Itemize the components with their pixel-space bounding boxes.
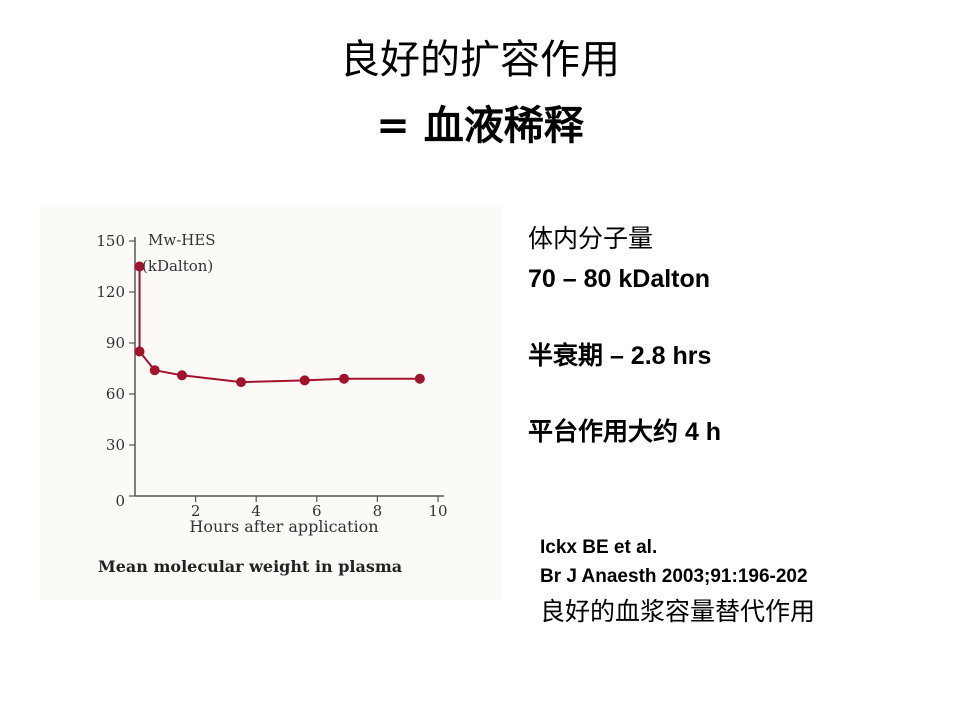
info-line-plateau: 平台作用大约 4 h (528, 418, 722, 446)
x-tick-label: 4 (251, 502, 261, 520)
reference-summary: 良好的血浆容量替代作用 (540, 597, 816, 626)
y-tick-label: 60 (106, 385, 125, 403)
series-line (138, 266, 420, 384)
chart-panel: 0 30 60 90 120 150 2 4 6 8 10 Mw-HES (kDalton) Hou… (40, 205, 502, 600)
info-line-half-life: 半衰期 – 2.8 hrs (528, 342, 712, 370)
data-point (149, 365, 160, 376)
info-line-kdalton: 70 – 80 kDalton (528, 265, 711, 293)
data-point (339, 373, 350, 384)
series-label-line2: (kDalton) (142, 257, 213, 275)
slide-title-line1: 良好的扩容作用 (340, 37, 620, 83)
y-tick-label: 120 (96, 283, 125, 301)
data-point (236, 377, 247, 388)
data-point (176, 370, 187, 381)
data-point (134, 346, 145, 357)
series-label-line1: Mw-HES (148, 231, 216, 249)
data-point (299, 375, 310, 386)
y-tick-label: 30 (106, 436, 125, 454)
data-point (414, 373, 425, 384)
slide-title-line2: = 血液稀释 (376, 103, 584, 149)
molecular-weight-chart: 0 30 60 90 120 150 2 4 6 8 10 Mw-HES (kDalton) Hou… (96, 231, 447, 576)
chart-caption: Mean molecular weight in plasma (98, 557, 402, 576)
y-tick-label: 0 (115, 492, 125, 510)
y-tick-label: 150 (96, 232, 125, 250)
x-axis-label: Hours after application (189, 517, 378, 536)
info-line-molecular-weight: 体内分子量 (528, 224, 654, 253)
x-tick-label: 8 (373, 502, 383, 520)
x-tick-label: 10 (428, 502, 447, 520)
x-tick-label: 6 (312, 502, 322, 520)
data-point (134, 261, 145, 272)
reference-journal: Br J Anaesth 2003;91:196-202 (540, 566, 808, 587)
y-tick-label: 90 (106, 334, 125, 352)
reference-authors: Ickx BE et al. (540, 537, 658, 558)
x-tick-label: 2 (191, 502, 201, 520)
